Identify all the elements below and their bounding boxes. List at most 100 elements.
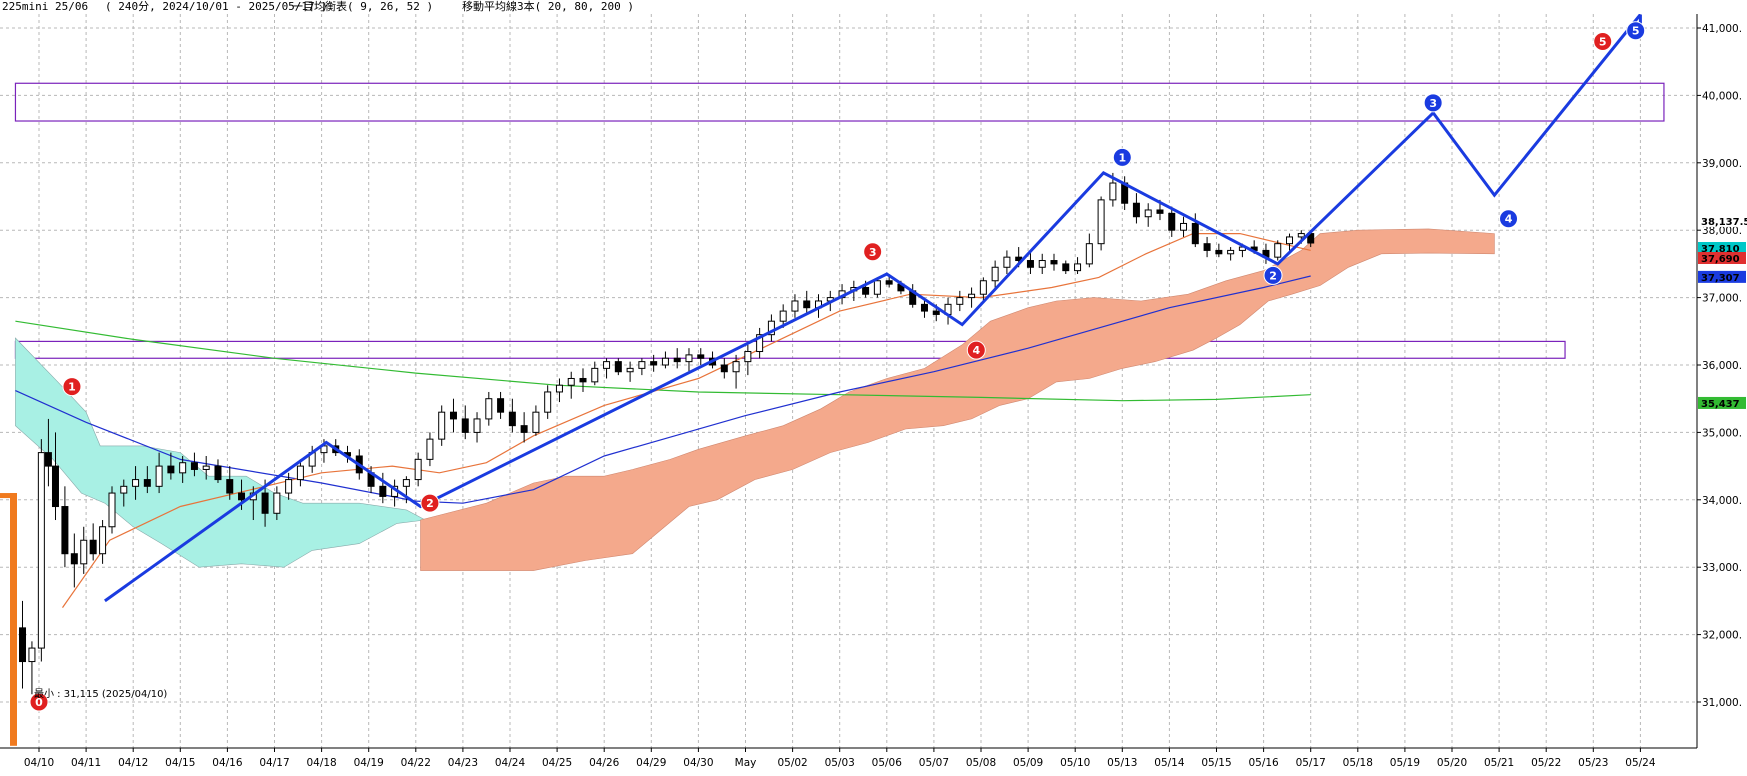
candle-body (190, 462, 198, 470)
price-badge-label: 37,307 (1701, 273, 1740, 284)
price-badge-bg (1698, 252, 1746, 264)
candle-body (991, 266, 999, 282)
x-tick-label: 04/11 (71, 757, 101, 769)
x-tick-label: 04/17 (259, 757, 289, 769)
wave-marker-circle (420, 493, 440, 513)
x-tick-label: 04/12 (118, 757, 148, 769)
candle-body (1156, 209, 1164, 214)
candle-body (155, 465, 163, 487)
y-axis: 31,000. 32,000. 33,000. 34,000. 35,000. 36,00… (1696, 0, 1742, 748)
candle-body (485, 398, 493, 420)
x-tick-label: 04/26 (589, 757, 620, 769)
candle-body (873, 280, 881, 295)
candle-body (1286, 236, 1294, 245)
candle-body (732, 361, 740, 373)
candle-body (19, 627, 27, 663)
x-tick-label: 05/15 (1201, 757, 1231, 769)
y-tick-label: 41,000. (1702, 23, 1742, 35)
ma200-line (15, 320, 1311, 402)
wave-marker: 1 (1112, 147, 1132, 167)
candle-body (544, 391, 552, 413)
candle-body (143, 479, 151, 487)
candle-body (1144, 209, 1152, 218)
price-badge: 37,810 (1698, 242, 1746, 255)
candle-body (1297, 233, 1305, 238)
candle-body (1003, 256, 1011, 268)
price-badge-bg (1698, 214, 1746, 227)
x-tick-label: 04/23 (448, 757, 478, 769)
candle-body (1168, 212, 1176, 231)
candle-body (532, 411, 540, 433)
candle-body (720, 364, 728, 373)
y-tick-label: 33,000. (1702, 562, 1742, 574)
candle-body (285, 479, 293, 494)
candle-body (791, 300, 799, 312)
candle-body (1026, 260, 1034, 268)
x-tick-label: 04/29 (636, 757, 666, 769)
candle-body (638, 361, 646, 369)
candle-body (567, 377, 575, 386)
candle-body (238, 492, 246, 501)
candle-body (44, 452, 52, 467)
price-badge-bg (1698, 270, 1746, 283)
candle-body (673, 357, 681, 363)
candle-body (1085, 243, 1093, 265)
candle-body (473, 418, 481, 433)
candle-body (862, 286, 870, 295)
zone-box (14, 340, 1566, 359)
wave-marker-label: 2 (426, 497, 434, 510)
candle-body (449, 411, 457, 420)
y-tick-label: 38,000. (1702, 225, 1742, 237)
y-tick-label: 34,000. (1702, 495, 1742, 507)
candle-body (603, 361, 611, 369)
x-tick-label: 05/10 (1060, 757, 1090, 769)
wave-marker: 3 (863, 242, 883, 262)
price-badge: 35,437 (1698, 396, 1746, 410)
y-tick-label: 35,000. (1702, 427, 1742, 439)
wave-marker: 2 (1263, 265, 1283, 285)
candle-body (51, 465, 59, 508)
wave-marker-label: 4 (972, 344, 980, 357)
cloud-bear (15, 337, 427, 568)
header-instrument: 225mini 25/06 (2, 0, 88, 13)
x-tick-label: 05/20 (1437, 757, 1467, 769)
candle-body (956, 297, 964, 305)
candle-body (120, 485, 128, 494)
candle-body (1180, 222, 1188, 231)
x-tick-label: 05/09 (1013, 757, 1043, 769)
y-tick-label: 39,000. (1702, 158, 1742, 170)
candle-body (426, 438, 434, 460)
candle-body (132, 479, 140, 487)
candle-body (179, 462, 187, 474)
x-tick-label: 05/02 (777, 757, 807, 769)
price-badge-bg (1698, 396, 1746, 409)
cloud-bull (420, 228, 1495, 571)
x-tick-label: 05/16 (1248, 757, 1279, 769)
candle-body (779, 310, 787, 322)
wave-line (104, 13, 1642, 603)
candle-body (520, 425, 528, 433)
wave-marker-circle (62, 377, 82, 397)
candle-body (1274, 243, 1282, 258)
wave-marker-label: 4 (1505, 213, 1513, 226)
wave-marker: 1 (62, 377, 82, 397)
candle-body (1215, 249, 1223, 255)
ma20-line (62, 233, 1311, 608)
wave-marker-label: 5 (1599, 35, 1607, 48)
wave-marker: 4 (966, 340, 986, 360)
moving-averages (0, 233, 1311, 746)
wave-marker-circle (1263, 265, 1283, 285)
wave-marker-circle (1423, 93, 1443, 113)
candle-body (61, 506, 69, 555)
candle-body (744, 351, 752, 363)
x-tick-label: 05/17 (1296, 757, 1326, 769)
candle-body (89, 539, 97, 555)
wave-marker-label: 1 (1118, 151, 1126, 164)
x-tick-label: 05/07 (919, 757, 949, 769)
wave-marker: 5 (1626, 21, 1646, 41)
candle-body (414, 458, 422, 481)
candle-body (497, 398, 505, 413)
x-tick-label: 04/18 (306, 757, 336, 769)
candle-body (379, 485, 387, 497)
